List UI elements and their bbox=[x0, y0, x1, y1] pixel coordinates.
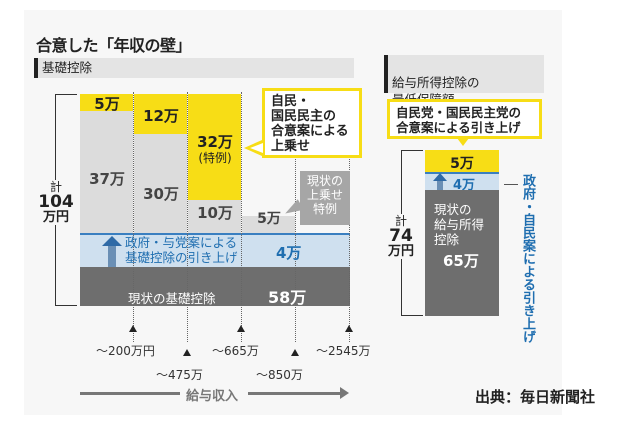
government-raise-vertical-label: 政府・自民案による引き上げ bbox=[520, 174, 535, 343]
total-label: 計 74 万円 bbox=[383, 214, 419, 259]
x-axis-arrow-line-left bbox=[80, 392, 180, 395]
data-label: 30万 bbox=[143, 185, 179, 204]
x-tick-label: ～200万円 bbox=[96, 344, 155, 358]
current-special-callout: 現状の 上乗せ 特例 bbox=[300, 171, 350, 225]
bar-segment-base bbox=[80, 267, 350, 306]
base-value: 65万 bbox=[443, 252, 479, 270]
data-label: 37万 bbox=[89, 169, 125, 188]
column-divider bbox=[241, 92, 242, 342]
data-label: 5万 bbox=[257, 211, 281, 228]
bar-segment-base bbox=[425, 190, 499, 316]
data-label-note: (特例) bbox=[198, 150, 232, 165]
agreement-callout: 自民党・国民民主党の 合意案による引き上げ bbox=[387, 99, 542, 139]
data-label: 32万 bbox=[197, 132, 233, 151]
x-tick-label: ～850万 bbox=[256, 368, 303, 382]
data-label: 4万 bbox=[453, 178, 476, 193]
total-suffix: 万円 bbox=[42, 210, 69, 225]
data-label: 10万 bbox=[197, 203, 233, 222]
tick-marker-icon bbox=[291, 349, 299, 356]
section-title: 基礎控除 bbox=[42, 60, 93, 75]
agreement-callout: 自民・ 国民民主の 合意案による 上乗せ bbox=[262, 88, 362, 158]
callout-pointer bbox=[457, 138, 469, 146]
bar-segment-current-special bbox=[134, 133, 187, 233]
base-value: 58万 bbox=[268, 288, 307, 307]
total-value: 104 bbox=[38, 192, 74, 212]
government-raise-label: 政府・与党案による 基礎控除の引き上げ bbox=[125, 235, 238, 265]
x-tick-label: ～2545万 bbox=[316, 344, 371, 358]
bar-segment-agreement-raise bbox=[134, 94, 187, 134]
data-label: 12万 bbox=[143, 106, 179, 125]
column-divider bbox=[187, 92, 188, 342]
leader-line bbox=[504, 184, 518, 185]
chart-title: 合意した「年収の壁」 bbox=[36, 36, 192, 55]
x-axis-arrow-line-right bbox=[248, 392, 342, 395]
column-divider bbox=[295, 92, 296, 342]
up-arrow-icon bbox=[108, 245, 116, 267]
up-arrow-icon bbox=[437, 180, 443, 190]
up-arrow-head-icon bbox=[433, 173, 447, 181]
up-arrow-head-icon bbox=[102, 236, 122, 246]
base-label: 現状の 給与所得 控除 bbox=[434, 202, 485, 247]
bar-segment-current-special bbox=[242, 216, 295, 233]
total-value: 74 bbox=[389, 226, 413, 246]
total-suffix: 万円 bbox=[387, 244, 414, 259]
total-label: 計 104 万円 bbox=[36, 180, 76, 225]
x-tick-label: ～665万 bbox=[212, 344, 259, 358]
total-prefix: 計 bbox=[49, 180, 62, 194]
base-label: 現状の基礎控除 bbox=[128, 291, 216, 306]
bar-segment-current-special bbox=[80, 110, 133, 233]
tick-marker-icon bbox=[237, 325, 245, 332]
bar-segment-agreement-raise bbox=[188, 94, 241, 200]
government-raise-value: 4万 bbox=[276, 244, 302, 262]
x-tick-label: ～475万 bbox=[156, 368, 203, 382]
total-prefix: 計 bbox=[394, 214, 407, 228]
arrow-right-icon bbox=[340, 387, 349, 399]
column-divider bbox=[133, 92, 134, 342]
tick-marker-icon bbox=[183, 349, 191, 356]
tick-marker-icon bbox=[129, 325, 137, 332]
x-axis-label: 給与収入 bbox=[186, 389, 239, 404]
source-credit: 出典：毎日新聞社 bbox=[475, 388, 596, 406]
bar-segment-agreement-raise bbox=[425, 150, 499, 172]
tick-marker-icon bbox=[345, 325, 353, 332]
data-label: 5万 bbox=[450, 156, 474, 172]
bar-segment-current-special bbox=[188, 199, 241, 233]
bar-segment-government-raise bbox=[80, 233, 350, 267]
bar-segment-agreement-raise bbox=[80, 94, 133, 111]
data-label: 5万 bbox=[94, 95, 120, 113]
callout-pointer-inner bbox=[250, 143, 263, 153]
section-header-basic-deduction: 基礎控除 bbox=[34, 58, 354, 78]
